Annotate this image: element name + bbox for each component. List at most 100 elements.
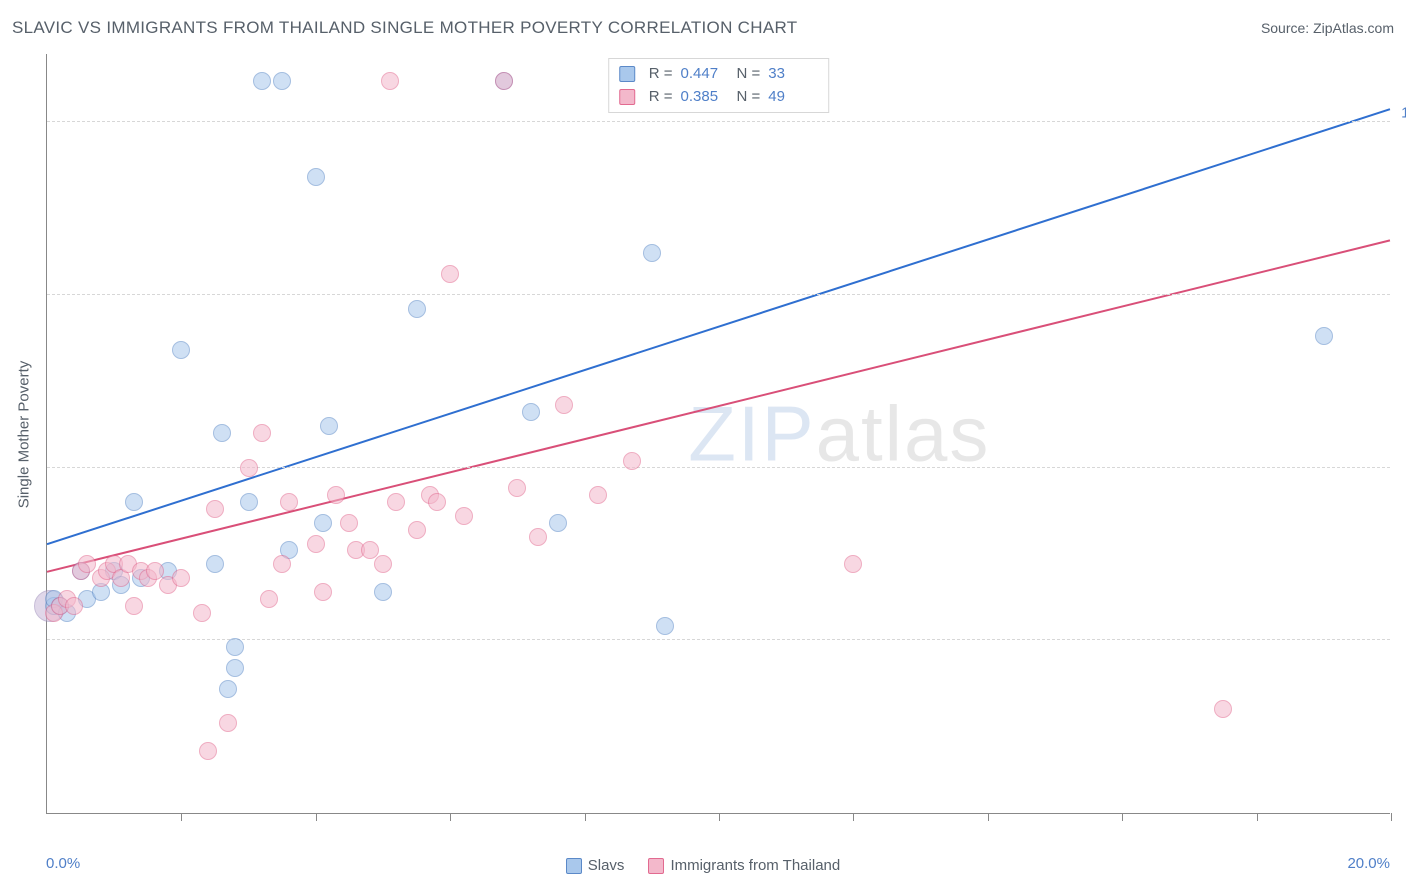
data-point-thai [219, 714, 237, 732]
data-point-thai [314, 583, 332, 601]
data-point-thai [139, 569, 157, 587]
data-point-thai [92, 569, 110, 587]
data-point-thai [455, 507, 473, 525]
legend-swatch-slavs [566, 858, 582, 874]
data-point-thai [273, 555, 291, 573]
data-point-slavs [408, 300, 426, 318]
y-axis-label: Single Mother Poverty [14, 54, 34, 814]
y-tick-label: 100.0% [1401, 105, 1406, 122]
data-point-thai [508, 479, 526, 497]
data-point-thai [307, 535, 325, 553]
data-point-slavs [51, 597, 69, 615]
data-point-thai [51, 597, 69, 615]
data-point-thai [253, 424, 271, 442]
data-point-slavs [549, 514, 567, 532]
data-point-slavs [273, 72, 291, 90]
data-point-thai [72, 562, 90, 580]
data-point-slavs [280, 541, 298, 559]
data-point-slavs [320, 417, 338, 435]
data-point-slavs [112, 576, 130, 594]
data-point-slavs [314, 514, 332, 532]
swatch-thai [619, 89, 635, 105]
r-value-thai: 0.385 [681, 86, 729, 109]
data-point-slavs [213, 424, 231, 442]
data-point-thai [199, 742, 217, 760]
data-point-slavs [522, 403, 540, 421]
data-point-thai [45, 604, 63, 622]
x-tick [181, 813, 182, 821]
stats-row-slavs: R = 0.447 N = 33 [619, 63, 817, 86]
data-point-thai [421, 486, 439, 504]
x-tick [1391, 813, 1392, 821]
data-point-slavs [240, 493, 258, 511]
data-point-thai [112, 569, 130, 587]
x-tick [450, 813, 451, 821]
data-point-slavs [643, 244, 661, 262]
data-point-thai [347, 541, 365, 559]
data-point-thai [408, 521, 426, 539]
data-point-slavs [219, 680, 237, 698]
data-point-thai [98, 562, 116, 580]
data-point-thai [428, 493, 446, 511]
data-point-thai [844, 555, 862, 573]
source-label: Source: ZipAtlas.com [1261, 20, 1394, 36]
data-point-slavs [92, 583, 110, 601]
trend-line-slavs [47, 109, 1390, 544]
data-point-thai [589, 486, 607, 504]
data-point-thai [125, 597, 143, 615]
x-tick [853, 813, 854, 821]
correlation-stats-box: R = 0.447 N = 33 R = 0.385 N = 49 [608, 58, 830, 113]
data-point-thai [381, 72, 399, 90]
data-point-thai [340, 514, 358, 532]
trend-lines [47, 54, 1390, 813]
data-point-thai [240, 459, 258, 477]
legend-item-thai: Immigrants from Thailand [648, 857, 840, 874]
x-tick [316, 813, 317, 821]
gridline [47, 121, 1390, 122]
data-point-thai [529, 528, 547, 546]
data-point-thai [327, 486, 345, 504]
x-tick [1122, 813, 1123, 821]
data-point-slavs [206, 555, 224, 573]
data-point-thai [172, 569, 190, 587]
data-point-slavs [45, 597, 63, 615]
data-point-slavs [159, 562, 177, 580]
data-point-thai [361, 541, 379, 559]
data-point-slavs [45, 590, 63, 608]
r-value-slavs: 0.447 [681, 63, 729, 86]
x-tick [585, 813, 586, 821]
data-point-thai [206, 500, 224, 518]
data-point-thai [193, 604, 211, 622]
data-point-thai [495, 72, 513, 90]
n-value-thai: 49 [768, 86, 816, 109]
data-point-slavs [172, 341, 190, 359]
data-point-slavs [72, 562, 90, 580]
x-tick [988, 813, 989, 821]
data-point-thai [132, 562, 150, 580]
swatch-slavs [619, 66, 635, 82]
data-point-thai [387, 493, 405, 511]
data-point-slavs [656, 617, 674, 635]
data-point-thai [65, 597, 83, 615]
data-point-thai [105, 555, 123, 573]
gridline [47, 467, 1390, 468]
data-point-slavs [495, 72, 513, 90]
data-point-slavs [307, 168, 325, 186]
x-tick [1257, 813, 1258, 821]
data-point-slavs [1315, 327, 1333, 345]
data-point-slavs [132, 569, 150, 587]
data-point-thai [1214, 700, 1232, 718]
scatter-plot: ZIPatlas R = 0.447 N = 33 R = 0.385 N = … [46, 54, 1390, 814]
data-point-thai [260, 590, 278, 608]
data-point-slavs [125, 493, 143, 511]
n-value-slavs: 33 [768, 63, 816, 86]
chart-title: SLAVIC VS IMMIGRANTS FROM THAILAND SINGL… [12, 18, 797, 38]
watermark: ZIPatlas [688, 388, 990, 479]
chart-header: SLAVIC VS IMMIGRANTS FROM THAILAND SINGL… [12, 18, 1394, 38]
data-point-slavs [78, 590, 96, 608]
data-point-thai [374, 555, 392, 573]
data-point-thai [159, 576, 177, 594]
legend-swatch-thai [648, 858, 664, 874]
data-point-thai [441, 265, 459, 283]
trend-line-thai [47, 240, 1390, 571]
